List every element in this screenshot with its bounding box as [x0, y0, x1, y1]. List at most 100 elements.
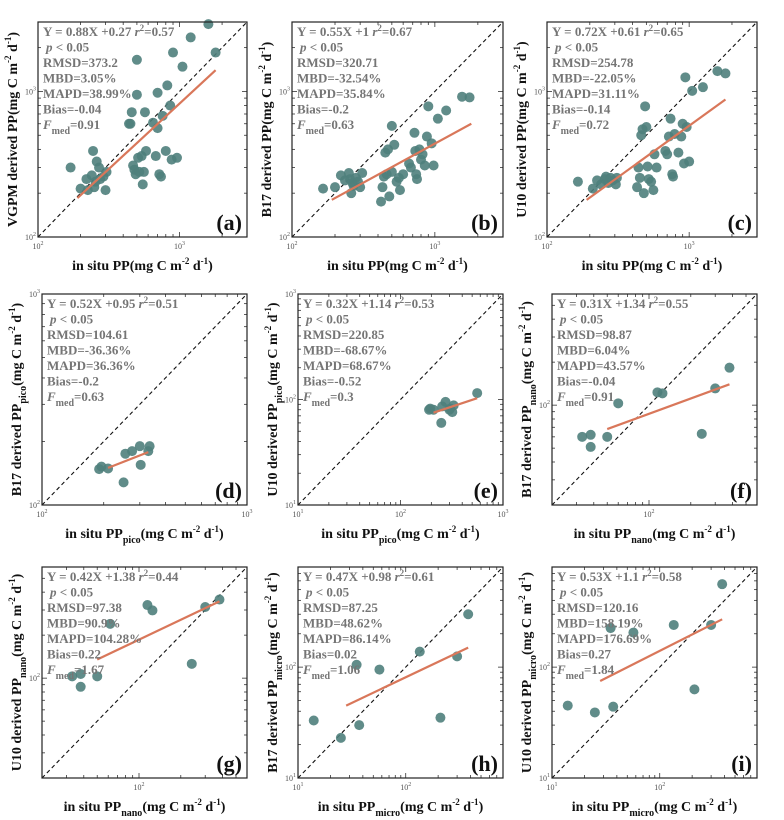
stats-line: MAPD=104.28% — [47, 631, 142, 646]
data-point — [155, 171, 166, 182]
data-point — [160, 145, 171, 156]
data-point — [171, 152, 182, 163]
data-point — [414, 646, 425, 657]
regression-line — [331, 122, 472, 201]
stats-line: RMSD=98.87 — [557, 327, 632, 342]
panel-i: 101 102 101 102 Y = 0.53X +1.1 r2=0.58p < 0.… — [517, 566, 758, 819]
data-point — [335, 732, 346, 743]
data-point — [632, 182, 643, 193]
stats-line: RMSD=220.85 — [303, 327, 385, 342]
regression-line — [345, 646, 469, 707]
data-point — [168, 47, 179, 58]
data-point — [351, 659, 362, 670]
stats-line: RMSD=320.71 — [297, 55, 378, 70]
x-axis-label: in situ PPnano(mg C m-2 d-1) — [64, 797, 226, 819]
one-to-one-line — [37, 21, 248, 238]
data-point — [472, 388, 483, 399]
data-point — [642, 161, 653, 172]
stats-line: p < 0.05 — [45, 40, 90, 55]
data-point — [673, 147, 684, 158]
data-point — [65, 162, 76, 173]
data-point — [428, 404, 439, 415]
plot-frame — [41, 566, 248, 779]
data-point — [463, 609, 474, 620]
panel-label: (d) — [215, 478, 242, 503]
data-point — [680, 72, 691, 83]
stats-line: MAPD=68.67% — [303, 358, 392, 373]
plot-frame — [551, 293, 758, 506]
data-point — [389, 139, 400, 150]
data-point — [587, 183, 598, 194]
stats-line: Bias=-0.14 — [552, 102, 611, 117]
stats-line: MAPD=35.84% — [297, 86, 386, 101]
data-point — [103, 463, 114, 474]
y-axis-label: B17 derived PP(mg C m-2 d-1) — [257, 41, 275, 217]
stats-line: Bias=0.22 — [47, 647, 101, 662]
data-point — [318, 183, 329, 194]
stats-line: MAPD=43.57% — [557, 358, 646, 373]
stats-line: Y = 0.52X +0.95 r2=0.51 — [47, 295, 178, 311]
stats-line: Fmed=1.84 — [556, 662, 615, 682]
data-point — [419, 160, 430, 171]
data-point — [641, 121, 652, 132]
data-point — [374, 664, 385, 675]
stats-line: Bias=-0.2 — [297, 102, 349, 117]
data-point — [376, 196, 387, 207]
panel-label: (c) — [728, 210, 752, 235]
x-tick-label: 102 — [37, 509, 48, 519]
one-to-one-line — [291, 21, 504, 238]
x-axis-label: in situ PPpico(mg C m-2 d-1) — [321, 524, 480, 546]
y-tick-label: 101 — [539, 773, 550, 783]
data-point — [651, 162, 662, 173]
data-point — [186, 658, 197, 669]
data-point — [646, 176, 657, 187]
data-point — [127, 446, 138, 457]
data-point — [147, 605, 158, 616]
stats-line: MBD=90.9% — [47, 616, 121, 631]
panel-e: 101 102 103 101 102 103 Y = 0.32X +1.14 r2=0.5… — [263, 289, 509, 546]
data-point — [150, 151, 161, 162]
data-point — [585, 441, 596, 452]
data-point — [394, 185, 405, 196]
x-tick-label: 102 — [542, 241, 553, 251]
stats-line: MAPD=36.36% — [47, 358, 136, 373]
stats-line: MBD=6.04% — [557, 343, 631, 358]
data-point — [162, 80, 173, 91]
stats-line: RMSD=254.78 — [552, 55, 634, 70]
regression-line — [599, 618, 723, 682]
stats-line: Bias=0.02 — [303, 647, 357, 662]
y-axis-label: U10 derived PPnano(mg C m-2 d-1) — [7, 573, 29, 771]
panel-label: (g) — [216, 751, 242, 776]
data-point — [137, 179, 148, 190]
one-to-one-line — [551, 293, 758, 506]
stats-line: Bias=-0.04 — [557, 374, 616, 389]
stats-line: p < 0.05 — [299, 40, 344, 55]
data-point — [398, 169, 409, 180]
stats-line: RMSD=87.25 — [303, 600, 378, 615]
panel-d: 102 103 102 103 Y = 0.52X +0.95 r2=0.51p < 0… — [7, 289, 253, 546]
regression-line — [433, 397, 478, 414]
stats-line: Y = 0.32X +1.14 r2=0.53 — [303, 295, 435, 311]
y-tick-label: 101 — [285, 773, 296, 783]
data-point — [712, 66, 723, 77]
panel-label: (a) — [216, 210, 242, 235]
stats-line: p < 0.05 — [49, 585, 94, 600]
y-axis-label: U10 derived PPpico(mg C m-2 d-1) — [263, 302, 285, 497]
one-to-one-line — [297, 566, 504, 779]
data-point — [125, 118, 136, 129]
data-point — [689, 684, 700, 695]
plot-frame — [297, 566, 504, 779]
x-axis-label: in situ PP(mg C m-2 d-1) — [582, 256, 723, 274]
one-to-one-line — [41, 293, 248, 506]
data-point — [165, 100, 176, 111]
panel-g: 102 102 Y = 0.42X +1.38 r2=0.44p < 0.05RMS… — [7, 566, 248, 819]
x-tick-label: 103 — [429, 241, 440, 251]
data-point — [668, 619, 679, 630]
x-tick-label: 103 — [174, 241, 185, 251]
plot-frame — [546, 21, 758, 238]
panel-label: (i) — [731, 751, 752, 776]
x-axis-label: in situ PP(mg C m-2 d-1) — [72, 256, 213, 274]
plot-frame — [297, 293, 504, 506]
stats-line: p < 0.05 — [554, 40, 599, 55]
data-point — [628, 627, 639, 638]
